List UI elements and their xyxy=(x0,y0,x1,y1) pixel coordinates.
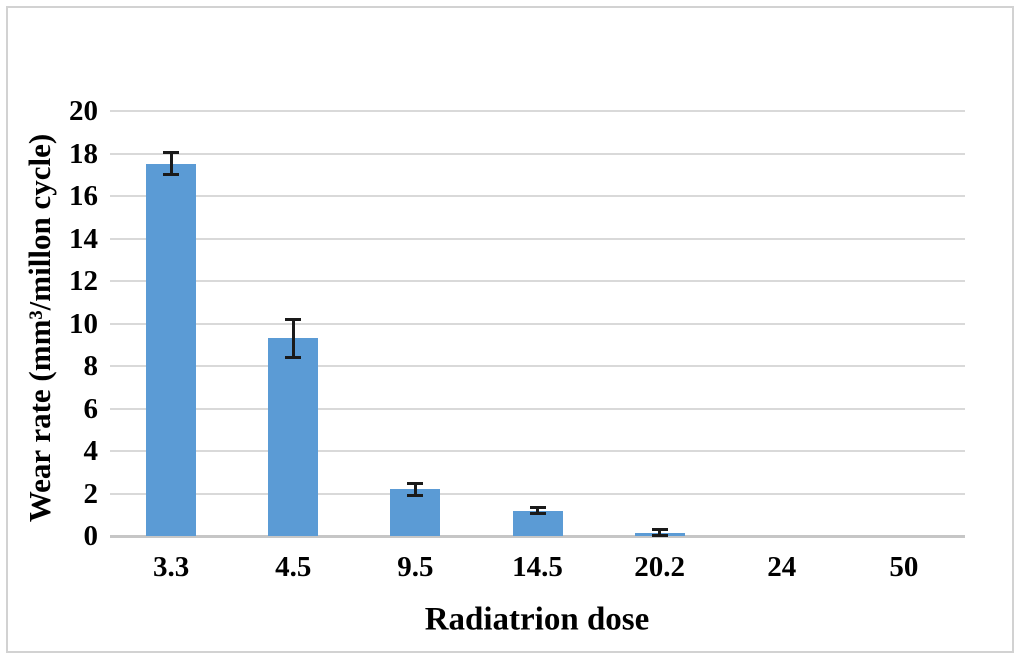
x-tick-label: 4.5 xyxy=(275,551,312,583)
gridline xyxy=(110,322,965,325)
gridline xyxy=(110,280,965,282)
x-tick-label: 14.5 xyxy=(512,551,563,583)
bar xyxy=(146,164,197,536)
error-bar-cap-top xyxy=(651,527,668,531)
x-axis-title: Radiatrion dose xyxy=(424,601,650,638)
gridline xyxy=(110,237,965,240)
error-bar-cap-bottom xyxy=(407,493,424,497)
y-tick-label: 6 xyxy=(83,392,99,425)
error-bar-stem xyxy=(291,319,295,358)
y-tick-label: 10 xyxy=(69,307,98,340)
y-tick-label: 2 xyxy=(83,477,99,510)
error-bar-cap-bottom xyxy=(285,355,302,359)
x-tick-label: 20.2 xyxy=(634,551,686,583)
y-tick-label: 8 xyxy=(83,350,99,382)
x-axis-line xyxy=(110,535,965,538)
x-tick-label: 9.5 xyxy=(397,551,434,583)
error-bar-cap-top xyxy=(285,318,302,322)
gridline xyxy=(110,407,965,410)
gridline xyxy=(110,492,965,495)
gridline xyxy=(110,365,965,367)
gridline xyxy=(110,110,965,112)
error-bar-cap-top xyxy=(163,151,180,155)
bar xyxy=(390,489,441,536)
error-bar-cap-bottom xyxy=(163,172,180,176)
bar xyxy=(512,510,563,536)
x-tick-label: 3.3 xyxy=(152,551,190,583)
y-tick-label: 12 xyxy=(69,265,98,297)
error-bar-cap-bottom xyxy=(651,534,668,537)
error-bar-cap-top xyxy=(529,506,546,510)
y-axis-title: Wear rate (mm³/millon cycle) xyxy=(22,133,57,523)
y-tick-label: 16 xyxy=(69,180,98,212)
y-tick-label: 18 xyxy=(69,137,98,170)
error-bar-stem xyxy=(413,482,417,496)
gridline xyxy=(110,152,965,155)
y-tick-label: 0 xyxy=(83,520,99,552)
error-bar-stem xyxy=(536,507,539,514)
gridline xyxy=(110,450,965,452)
error-bar-cap-bottom xyxy=(529,511,546,515)
gridline xyxy=(110,195,965,197)
x-tick-label: 50 xyxy=(889,551,919,583)
y-tick-label: 14 xyxy=(69,222,98,255)
error-bar-stem xyxy=(658,528,662,536)
error-bar-stem xyxy=(169,152,173,175)
y-tick-label: 4 xyxy=(83,435,99,467)
x-tick-label: 24 xyxy=(767,551,797,583)
y-tick-label: 20 xyxy=(69,95,98,127)
bar xyxy=(268,338,319,536)
error-bar-cap-top xyxy=(407,481,424,485)
